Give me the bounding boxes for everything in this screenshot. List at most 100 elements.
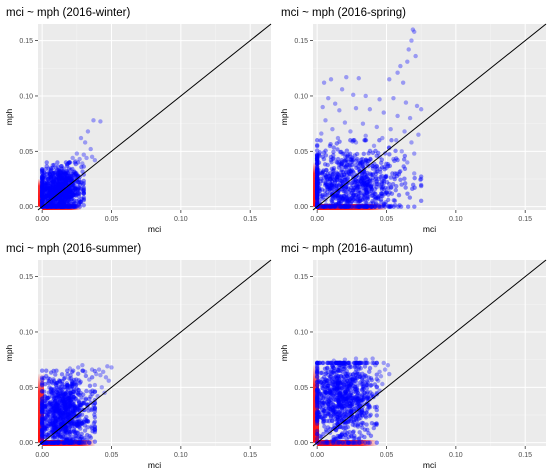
data-point (71, 201, 76, 207)
data-point (324, 378, 330, 384)
data-point (334, 202, 339, 207)
data-point (373, 421, 379, 426)
data-point (340, 151, 345, 156)
data-point (59, 382, 64, 387)
data-point (51, 201, 56, 206)
data-point (314, 156, 320, 161)
data-point (78, 390, 83, 396)
data-point (314, 160, 320, 165)
data-point (51, 390, 56, 395)
data-point (401, 157, 407, 162)
data-point (343, 380, 348, 385)
data-point (76, 186, 81, 191)
data-point (62, 399, 67, 404)
data-point (317, 171, 322, 176)
data-point (350, 187, 355, 193)
data-point (321, 431, 326, 437)
data-point (39, 421, 45, 426)
data-point (379, 173, 385, 179)
data-point (79, 420, 85, 426)
data-point (72, 160, 77, 165)
data-point (57, 176, 62, 181)
data-point (53, 395, 58, 401)
data-point (62, 187, 68, 193)
data-point (314, 191, 320, 197)
data-point (346, 198, 351, 203)
data-point (57, 184, 62, 190)
data-point (392, 174, 397, 180)
data-point (330, 405, 336, 410)
data-point (363, 160, 368, 165)
data-point (354, 184, 360, 189)
data-point (54, 166, 59, 171)
data-point (71, 192, 77, 198)
data-point (51, 422, 56, 428)
data-point (392, 198, 398, 203)
data-point (49, 423, 54, 429)
data-point (46, 415, 51, 421)
data-point (70, 193, 76, 198)
data-point (50, 184, 56, 189)
data-point (51, 405, 56, 411)
data-point (333, 436, 338, 441)
data-point (369, 188, 374, 193)
data-point (363, 158, 369, 164)
data-point (74, 433, 79, 439)
data-point (56, 179, 62, 185)
data-point (53, 382, 58, 387)
data-point (39, 409, 45, 415)
data-point (361, 163, 366, 168)
data-point (351, 187, 357, 192)
data-point (365, 203, 370, 209)
data-point (365, 182, 370, 187)
data-point (59, 164, 64, 169)
data-point (71, 377, 77, 383)
y-tick-label: 0.00 (294, 204, 308, 211)
data-point (345, 409, 350, 414)
data-point (63, 194, 68, 199)
data-point (46, 412, 51, 417)
data-point (374, 164, 379, 169)
data-point (374, 440, 379, 445)
data-point (67, 400, 72, 406)
data-point (368, 201, 374, 206)
data-point (92, 425, 98, 430)
data-point (62, 429, 67, 434)
data-point (319, 393, 324, 398)
data-point (316, 389, 321, 394)
data-point (370, 198, 375, 204)
data-point (68, 194, 73, 199)
data-point (405, 204, 411, 209)
data-point (100, 369, 106, 375)
data-point (356, 184, 361, 189)
data-point (39, 396, 45, 402)
data-point (71, 389, 76, 394)
data-point (68, 194, 74, 199)
scatter-chart: mci ~ mph (2016-winter)0.000.000.050.050… (4, 7, 272, 234)
data-point (70, 383, 75, 388)
data-point (374, 384, 379, 390)
data-point (87, 396, 92, 402)
data-point (39, 174, 45, 180)
data-point (45, 395, 50, 401)
data-point (351, 197, 356, 202)
data-point (69, 204, 74, 209)
data-point (340, 394, 346, 399)
data-point (65, 204, 71, 209)
data-point (339, 194, 345, 199)
data-point (376, 193, 382, 199)
data-point (69, 418, 74, 423)
data-point (332, 204, 337, 209)
data-point (382, 164, 387, 170)
data-point (66, 440, 71, 445)
data-point (340, 180, 345, 186)
data-point (315, 382, 320, 388)
data-point (92, 407, 98, 412)
data-point (343, 419, 348, 424)
data-point (339, 159, 345, 165)
data-point (374, 153, 379, 159)
data-point (55, 407, 60, 413)
data-point (323, 377, 328, 382)
data-point (388, 185, 393, 190)
data-point (56, 185, 62, 190)
